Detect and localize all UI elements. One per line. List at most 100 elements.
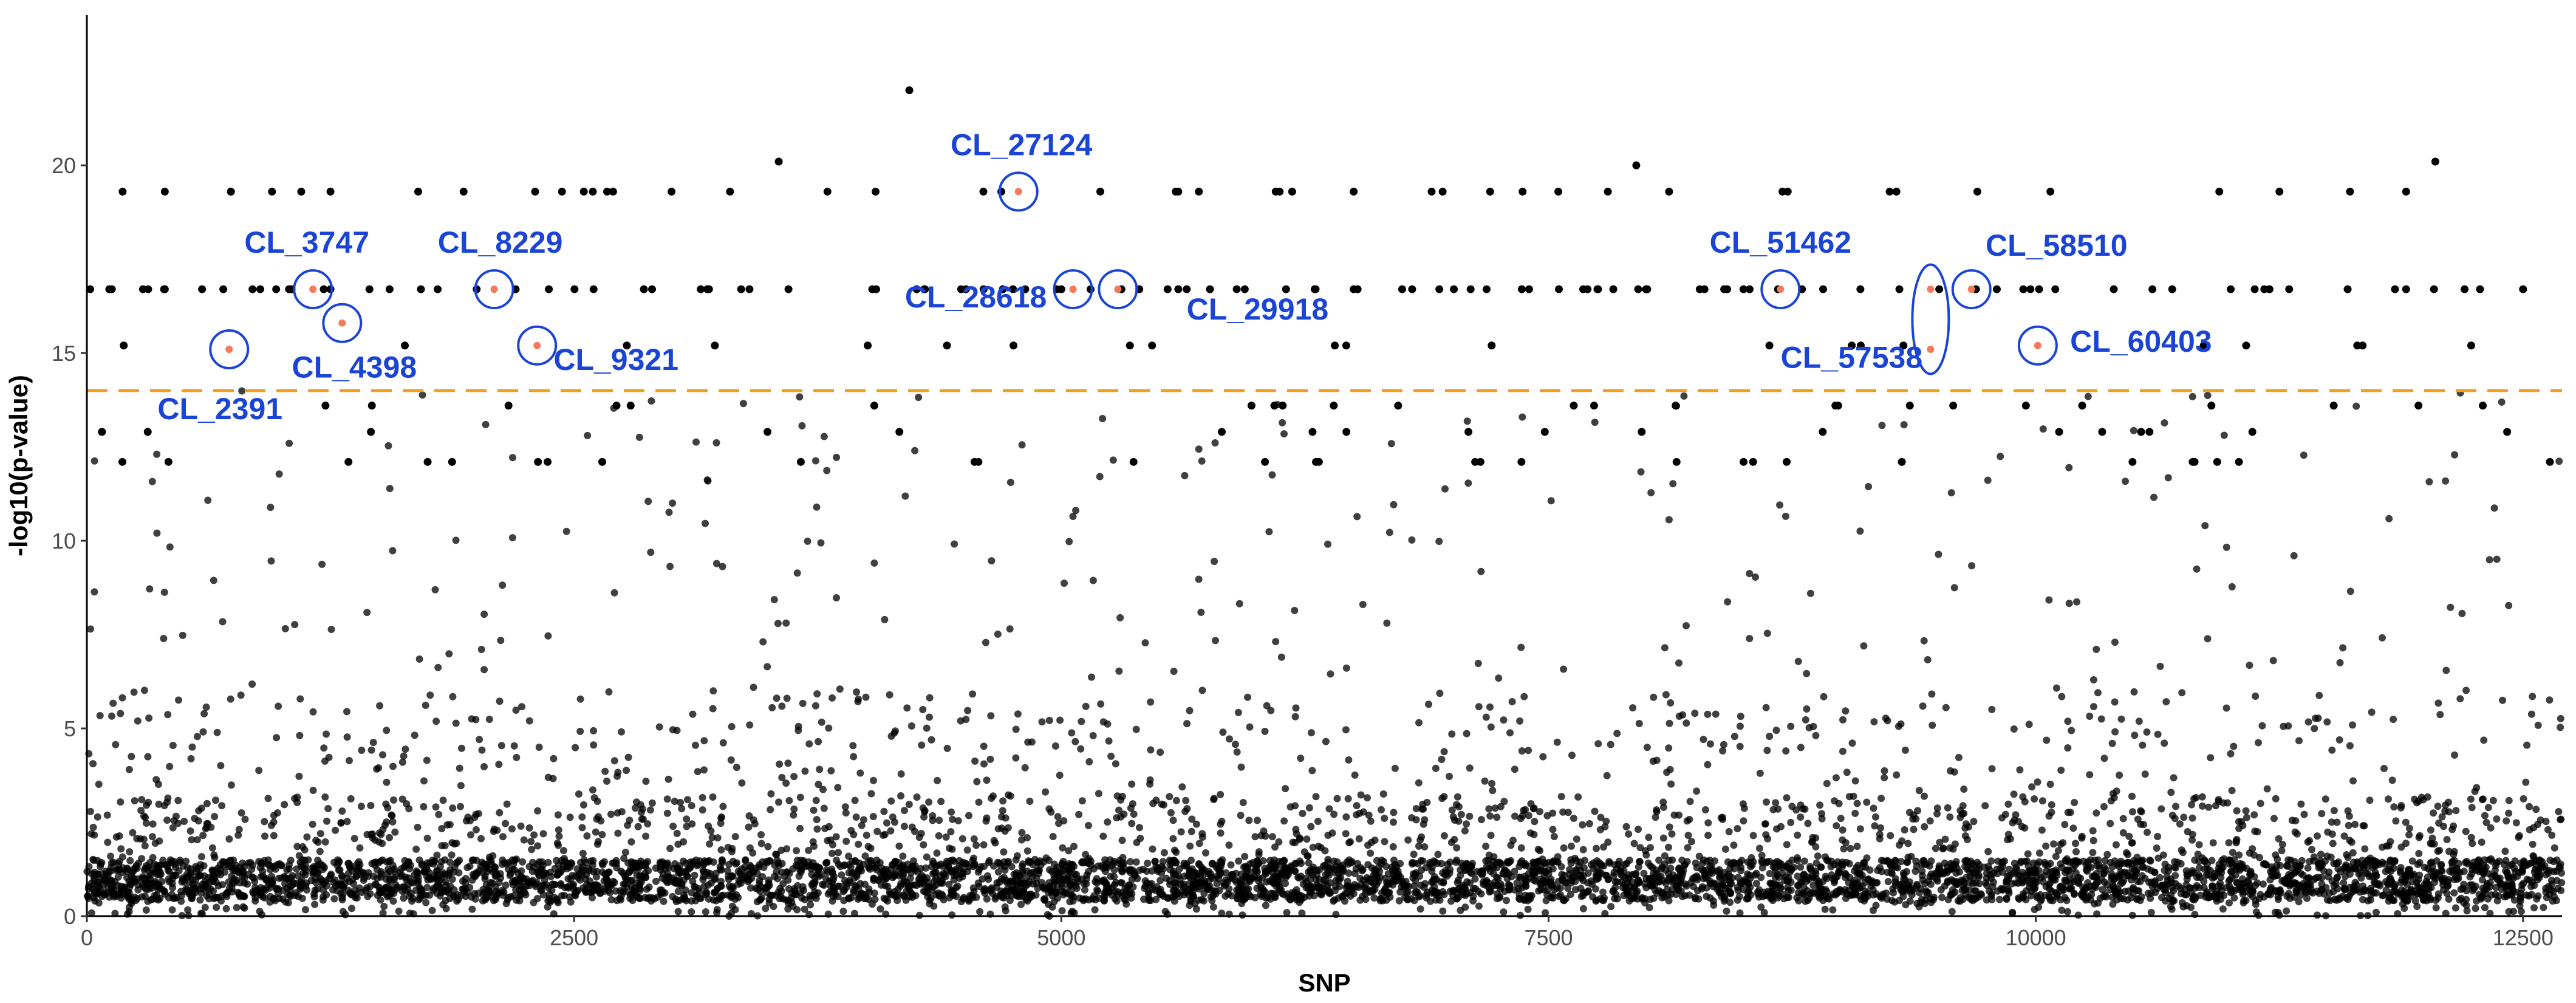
- snp-point: [957, 869, 965, 877]
- snp-point: [982, 638, 989, 646]
- snp-point: [2373, 908, 2380, 916]
- snp-point: [2205, 803, 2213, 811]
- snp-point: [784, 759, 792, 767]
- snp-point: [1821, 905, 1829, 913]
- snp-point: [2490, 504, 2498, 512]
- snp-point: [1888, 897, 1896, 905]
- snp-point: [578, 813, 586, 821]
- snp-point: [513, 753, 521, 761]
- snp-point: [2368, 708, 2376, 716]
- snp-point: [2434, 699, 2442, 707]
- snp-point: [905, 801, 913, 809]
- snp-point: [1128, 780, 1136, 788]
- snp-point: [544, 903, 552, 911]
- snp-point: [1421, 880, 1429, 888]
- snp-point: [563, 863, 570, 871]
- snp-point: [1539, 753, 1547, 761]
- snp-point: [1746, 570, 1754, 578]
- snp-point: [2323, 896, 2331, 904]
- snp-point: [468, 905, 476, 913]
- snp-point: [920, 841, 928, 849]
- snp-point: [988, 889, 996, 897]
- snp-point: [433, 851, 441, 859]
- snp-point: [2034, 778, 2041, 786]
- snp-point: [457, 782, 465, 790]
- snp-point: [1122, 900, 1130, 908]
- snp-point: [617, 896, 624, 904]
- snp-point: [1599, 888, 1607, 896]
- snp-point: [639, 815, 647, 823]
- snp-point: [2558, 878, 2566, 886]
- snp-point: [2041, 861, 2049, 869]
- snp-point: [757, 840, 765, 847]
- snp-point: [1667, 699, 1675, 707]
- snp-point: [948, 911, 956, 919]
- snp-point: [674, 908, 682, 916]
- snp-point: [1812, 834, 1820, 842]
- snp-point: [1289, 838, 1297, 846]
- snp-point: [350, 835, 358, 843]
- snp-point: [400, 883, 408, 891]
- snp-point: [1307, 823, 1315, 830]
- snp-point: [1508, 698, 1516, 705]
- snp-point: [495, 761, 503, 769]
- snp-point: [862, 693, 870, 701]
- snp-point: [2094, 689, 2102, 697]
- snp-point: [1376, 895, 1384, 903]
- snp-point: [2157, 805, 2165, 813]
- snp-point: [367, 746, 375, 754]
- snp-point: [1851, 809, 1859, 817]
- snp-point: [796, 793, 804, 801]
- snp-point: [796, 824, 804, 832]
- snp-point: [2230, 894, 2238, 902]
- snp-point: [750, 816, 757, 824]
- snp-point: [929, 816, 937, 824]
- snp-point: [295, 852, 303, 860]
- snp-point: [2207, 754, 2215, 762]
- snp-point: [2143, 728, 2151, 736]
- snp-point: [2323, 718, 2331, 726]
- snp-point: [1028, 738, 1036, 746]
- snp-point: [1602, 817, 1610, 825]
- snp-point: [138, 796, 146, 804]
- snp-point: [1321, 847, 1329, 855]
- snp-point: [1412, 816, 1420, 824]
- snp-point: [1721, 845, 1729, 853]
- snp-point: [255, 767, 263, 775]
- snp-point: [1518, 747, 1526, 755]
- snp-point: [1447, 838, 1455, 846]
- snp-point: [1579, 846, 1587, 854]
- snp-point: [2501, 847, 2509, 855]
- snp-point: [296, 731, 304, 739]
- snp-point: [948, 808, 955, 816]
- snp-point: [1574, 793, 1582, 801]
- snp-point: [1726, 864, 1734, 872]
- snp-point: [1391, 764, 1399, 772]
- snp-point: [2555, 808, 2563, 815]
- snp-point: [1534, 846, 1542, 854]
- snp-point: [284, 891, 292, 899]
- snp-point: [1829, 906, 1837, 914]
- snp-point: [813, 503, 821, 511]
- snp-point: [2010, 790, 2018, 798]
- snp-point: [2392, 817, 2400, 825]
- snp-point: [261, 832, 268, 840]
- snp-point: [1112, 760, 1119, 768]
- snp-point: [2363, 863, 2371, 871]
- snp-point: [1182, 796, 1190, 804]
- snp-point: [635, 433, 643, 441]
- snp-point: [1635, 720, 1643, 727]
- snp-point: [2188, 801, 2196, 809]
- snp-point: [1169, 835, 1177, 843]
- snp-point: [213, 728, 221, 736]
- snp-point: [2335, 736, 2343, 744]
- snp-point: [1817, 863, 1825, 871]
- snp-point: [584, 431, 592, 439]
- snp-point: [1344, 795, 1352, 803]
- snp-point: [1500, 716, 1508, 724]
- snp-point: [1118, 837, 1126, 844]
- snp-point: [188, 743, 196, 751]
- snp-point: [2324, 828, 2332, 836]
- snp-point: [2462, 827, 2470, 835]
- snp-point: [714, 834, 722, 842]
